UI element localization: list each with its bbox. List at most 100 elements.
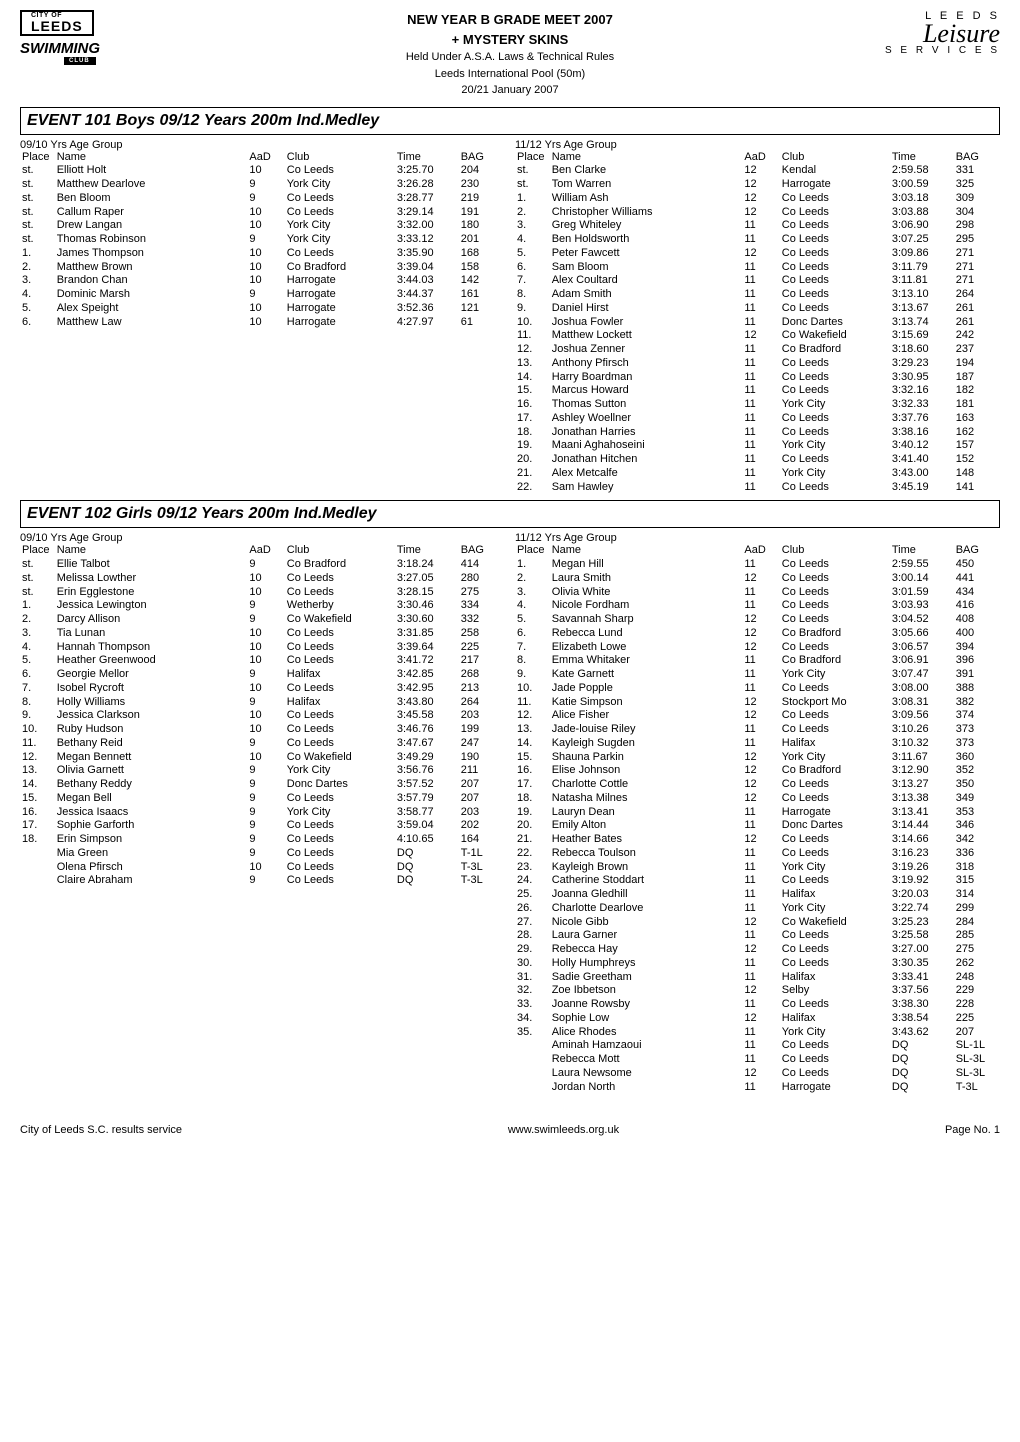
cell-club: Co Leeds [780,641,890,655]
age-group-title: 11/12 Yrs Age Group [515,532,1000,544]
cell-name: Erin Simpson [55,833,248,847]
cell-name: Rebecca Mott [550,1053,743,1067]
cell-club: Harrogate [285,274,395,288]
cell-place: 25. [515,888,550,902]
cell-name: Savannah Sharp [550,613,743,627]
cell-name: Ben Clarke [550,164,743,178]
cell-name: Jade-louise Riley [550,723,743,737]
cell-time: 3:33.41 [890,971,954,985]
cell-club: Co Bradford [285,261,395,275]
cell-club: Co Bradford [780,764,890,778]
cell-place [515,1039,550,1053]
cell-bag: 142 [459,274,505,288]
cell-bag: 332 [459,613,505,627]
cell-place: st. [20,558,55,572]
cell-aad: 11 [742,586,779,600]
table-row: 1.Megan Hill11Co Leeds2:59.55450 [515,558,1000,572]
cell-place: 7. [515,274,550,288]
cell-bag: T-3L [954,1081,1000,1095]
cell-place: 17. [515,412,550,426]
cell-name: Alex Speight [55,302,248,316]
cell-name: Christopher Williams [550,206,743,220]
cell-bag: 152 [954,453,1000,467]
age-group-title: 09/10 Yrs Age Group [20,139,505,151]
cell-aad: 9 [247,874,284,888]
cell-place: 12. [515,709,550,723]
event-title: EVENT 101 Boys 09/12 Years 200m Ind.Medl… [21,108,999,134]
cell-time: 3:06.90 [890,219,954,233]
cell-bag: 346 [954,819,1000,833]
cell-club: York City [780,861,890,875]
cell-place: 34. [515,1012,550,1026]
cell-bag: 202 [459,819,505,833]
table-row: 17.Sophie Garforth9Co Leeds3:59.04202 [20,819,505,833]
logo-leeds-text: LEEDS [31,18,83,34]
cell-name: Thomas Sutton [550,398,743,412]
cell-place: st. [515,178,550,192]
table-row: 18.Erin Simpson9Co Leeds4:10.65164 [20,833,505,847]
cell-aad: 11 [742,316,779,330]
cell-place [20,861,55,875]
cell-name: Tom Warren [550,178,743,192]
cell-place: st. [20,192,55,206]
cell-club: Co Leeds [780,586,890,600]
cell-time: 3:32.33 [890,398,954,412]
cell-bag: 225 [954,1012,1000,1026]
cell-bag: 342 [954,833,1000,847]
cell-place [515,1067,550,1081]
cell-name: Daniel Hirst [550,302,743,316]
cell-time: 3:13.41 [890,806,954,820]
cell-bag: 217 [459,654,505,668]
cell-aad: 9 [247,806,284,820]
cell-time: 3:31.85 [395,627,459,641]
cell-bag: 61 [459,316,505,330]
cell-time: 3:45.58 [395,709,459,723]
cell-club: York City [780,668,890,682]
table-row: st.Callum Raper10Co Leeds3:29.14191 [20,206,505,220]
table-row: st.Erin Egglestone10Co Leeds3:28.15275 [20,586,505,600]
cell-bag: 350 [954,778,1000,792]
table-row: st.Elliott Holt10Co Leeds3:25.70204 [20,164,505,178]
cell-place: 14. [515,737,550,751]
cell-time: 3:06.91 [890,654,954,668]
cell-aad: 10 [247,861,284,875]
age-group-title: 11/12 Yrs Age Group [515,139,1000,151]
cell-aad: 11 [742,233,779,247]
cell-aad: 12 [742,247,779,261]
cell-time: 3:14.66 [890,833,954,847]
cell-place: 18. [515,792,550,806]
cell-time: 3:58.77 [395,806,459,820]
table-row: 9.Jessica Clarkson10Co Leeds3:45.58203 [20,709,505,723]
cell-club: Halifax [780,1012,890,1026]
cell-place [20,874,55,888]
cell-aad: 11 [742,874,779,888]
col-club: Club [780,544,890,558]
table-row: st.Tom Warren12Harrogate3:00.59325 [515,178,1000,192]
cell-bag: 325 [954,178,1000,192]
table-row: 1.William Ash12Co Leeds3:03.18309 [515,192,1000,206]
cell-name: Emma Whitaker [550,654,743,668]
cell-time: DQ [395,847,459,861]
cell-aad: 11 [742,819,779,833]
col-bag: BAG [459,544,505,558]
cell-name: Joshua Fowler [550,316,743,330]
cell-aad: 12 [742,572,779,586]
table-row: 4.Dominic Marsh9Harrogate3:44.37161 [20,288,505,302]
cell-bag: 314 [954,888,1000,902]
cell-place: 19. [515,439,550,453]
cell-name: Matthew Law [55,316,248,330]
cell-bag: 228 [954,998,1000,1012]
cell-club: Halifax [285,696,395,710]
cell-place: st. [20,219,55,233]
cell-time: DQ [890,1081,954,1095]
cell-club: Co Leeds [780,426,890,440]
cell-club: Co Leeds [285,586,395,600]
cell-time: 3:27.05 [395,572,459,586]
cell-club: Co Leeds [285,627,395,641]
cell-name: Ben Holdsworth [550,233,743,247]
table-row: 12.Alice Fisher12Co Leeds3:09.56374 [515,709,1000,723]
cell-place: st. [20,233,55,247]
cell-bag: 161 [459,288,505,302]
cell-place: 5. [20,302,55,316]
results-table: Place Name AaD Club Time BAG 1.Megan Hil… [515,544,1000,1094]
